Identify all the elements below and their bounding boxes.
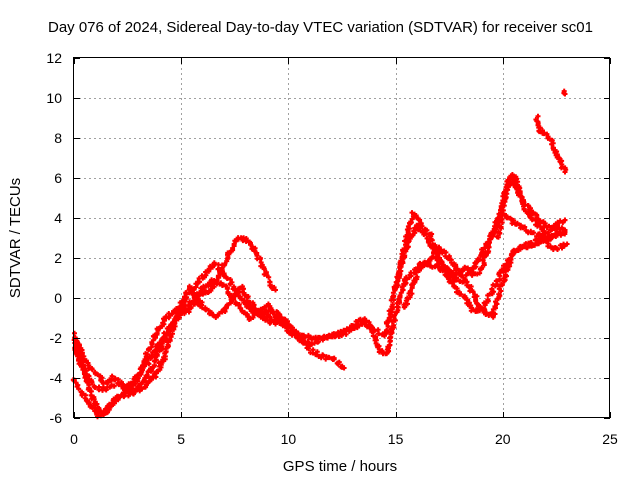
plus-markers [494,172,570,252]
y-tick-label: -4 [50,370,63,386]
y-axis-title: SDTVAR / TECUs [7,178,24,298]
series-track-h [494,172,570,252]
grid-lines [74,58,610,418]
y-tick-label: 4 [54,210,62,226]
series-track-j [561,88,568,97]
y-tick-label: -6 [50,410,63,426]
y-tick-label: 8 [54,130,62,146]
x-tick-label: 0 [70,431,78,447]
y-tick-label: -2 [50,330,63,346]
x-axis-title: GPS time / hours [283,458,397,475]
y-tick-label: 0 [54,290,62,306]
plot-frame [73,57,610,418]
axis-ticks [74,58,611,419]
plus-markers [533,113,569,175]
plus-markers [72,283,278,399]
series-track-g [401,229,568,314]
x-tick-label: 25 [602,431,618,447]
plus-markers [561,88,568,97]
y-tick-label: 6 [54,170,62,186]
plus-markers [401,229,568,314]
x-tick-label: 20 [495,431,511,447]
x-tick-label: 10 [281,431,297,447]
y-tick-label: 10 [46,90,62,106]
y-tick-label: 2 [54,250,62,266]
data-points [70,88,570,420]
series-track-i [533,113,569,175]
series-track-c [72,283,278,399]
y-tick-label: 12 [46,50,62,66]
chart-title: Day 076 of 2024, Sidereal Day-to-day VTE… [48,19,593,36]
x-tick-labels: 0 5 10 15 20 25 [70,431,618,447]
x-tick-label: 15 [388,431,404,447]
y-tick-labels: -6 -4 -2 0 2 4 6 8 10 12 [46,50,62,426]
x-tick-label: 5 [177,431,185,447]
